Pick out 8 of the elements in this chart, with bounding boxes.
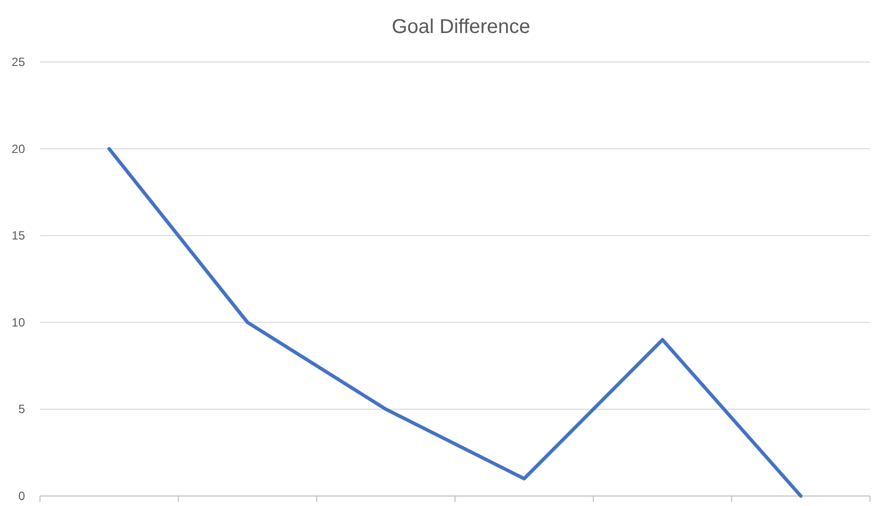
y-tick-label: 20 — [12, 142, 26, 156]
y-tick-label: 10 — [12, 315, 26, 330]
line-series — [107, 147, 803, 498]
y-tick-label: 0 — [18, 489, 26, 503]
y-tick-label: 5 — [18, 402, 26, 416]
chart-title: Goal Difference — [392, 16, 530, 38]
y-tick-label: 25 — [12, 55, 26, 69]
y-tick-label: 15 — [12, 228, 26, 243]
